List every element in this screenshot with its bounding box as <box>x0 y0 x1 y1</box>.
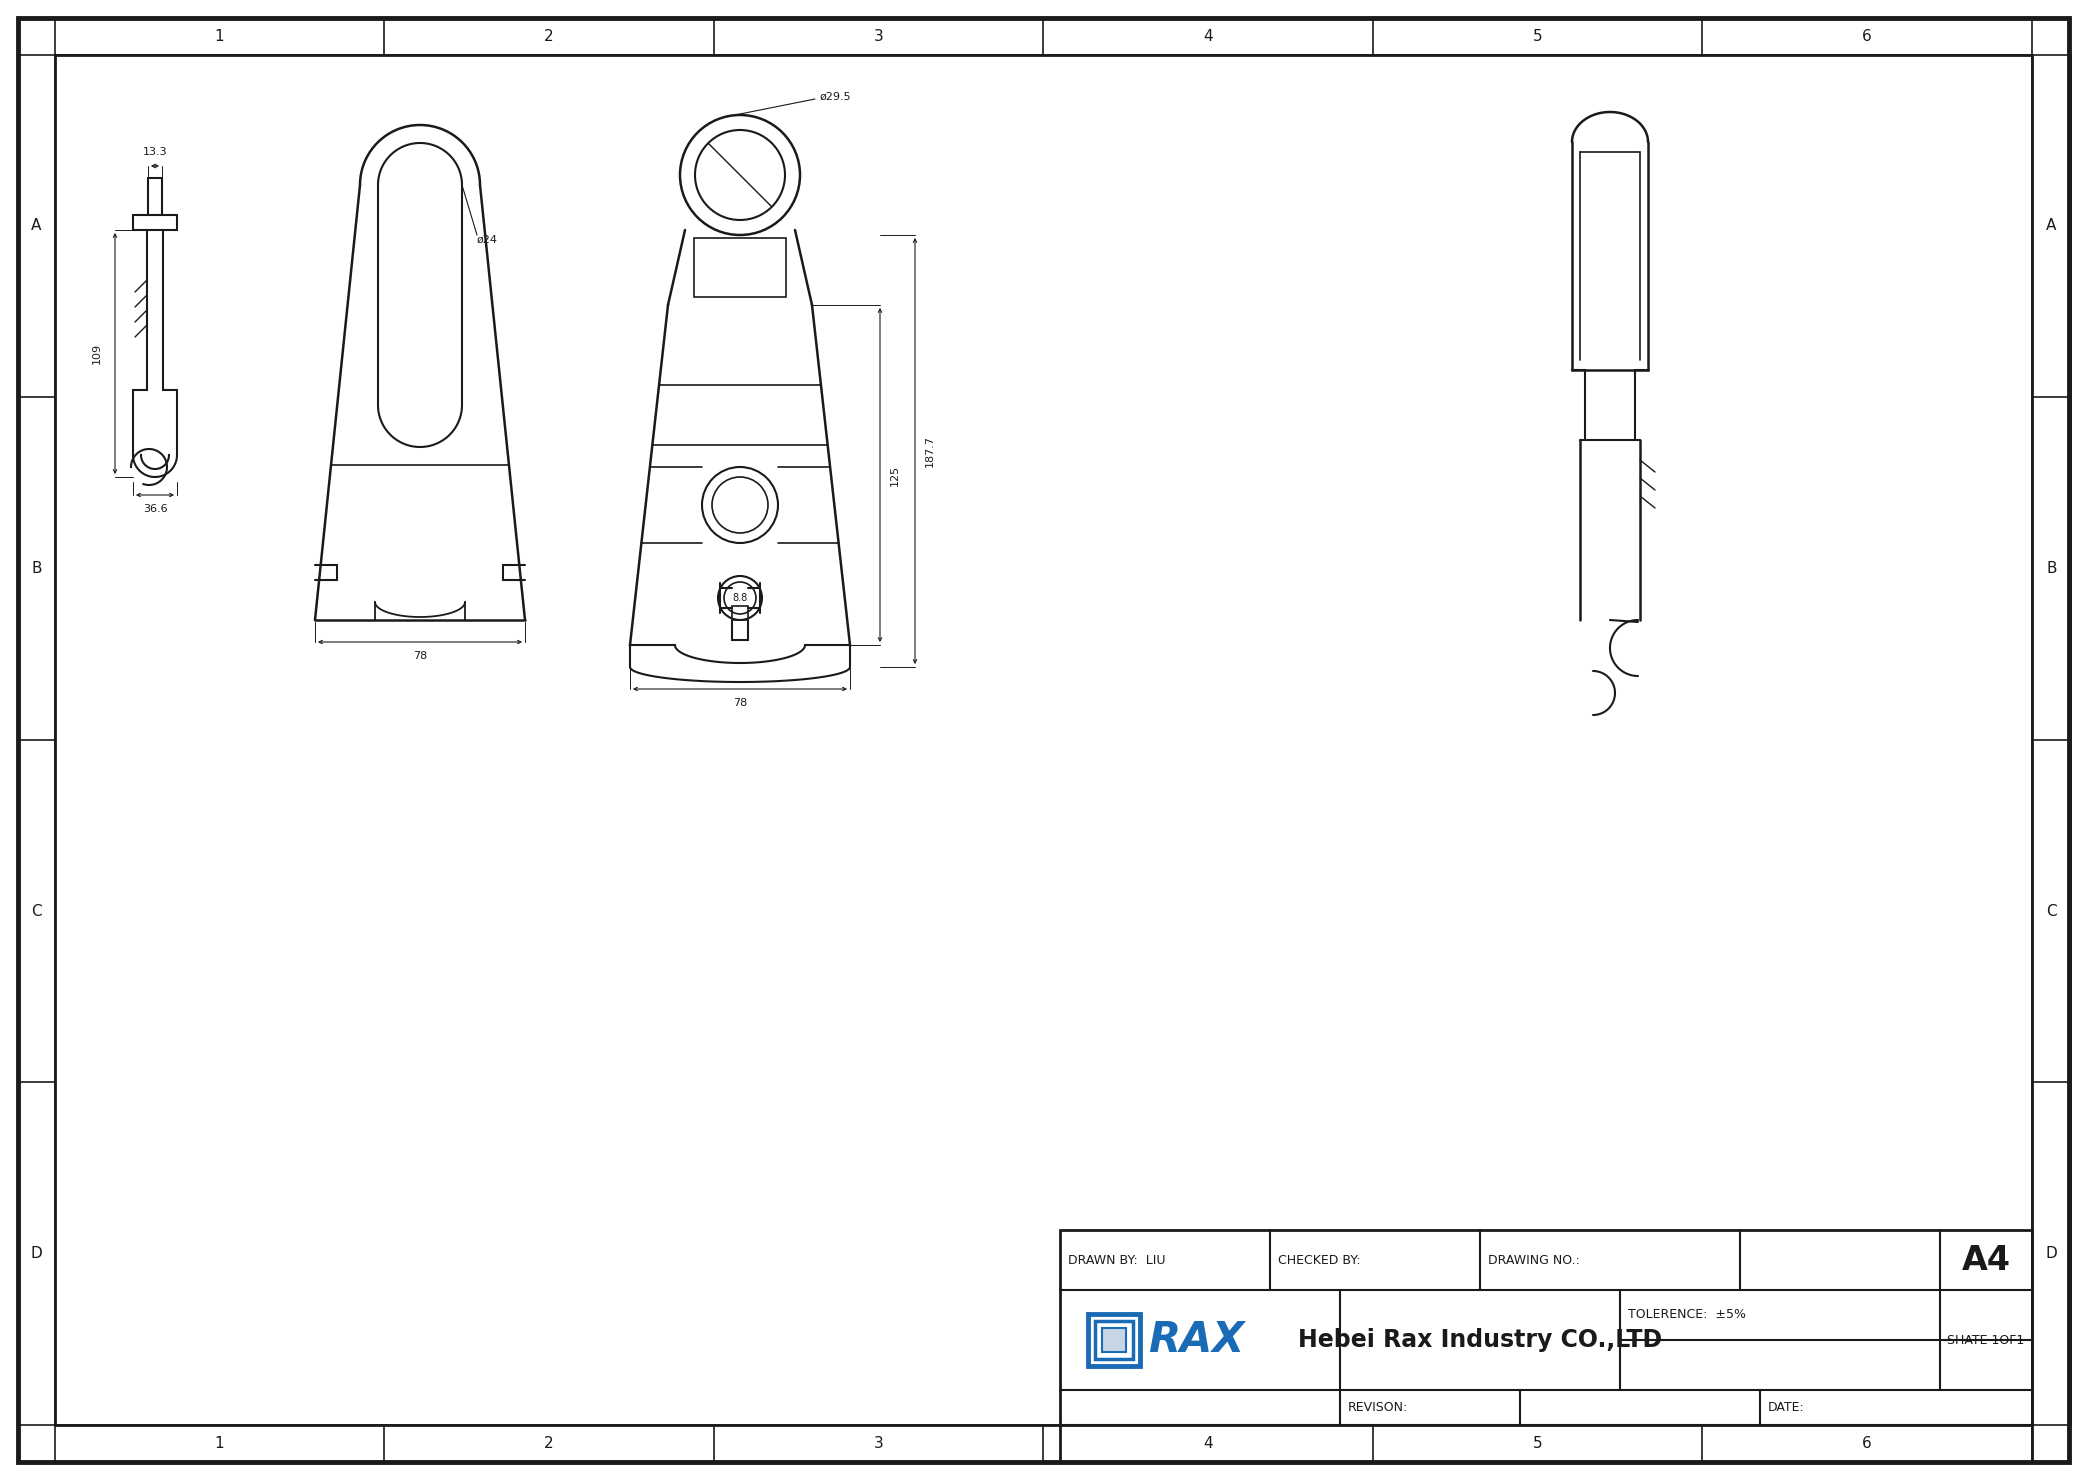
Bar <box>1103 1328 1126 1353</box>
Text: A: A <box>2047 219 2058 234</box>
Text: DRAWN BY:  LIU: DRAWN BY: LIU <box>1067 1254 1166 1267</box>
Text: D: D <box>31 1246 42 1261</box>
Text: 1: 1 <box>215 1436 224 1450</box>
Text: RAX: RAX <box>1149 1319 1245 1362</box>
Bar <box>1088 1314 1141 1366</box>
Bar <box>1059 1230 2033 1462</box>
Text: SHATE 1OF1: SHATE 1OF1 <box>1947 1333 2024 1347</box>
Bar <box>731 605 748 620</box>
Text: DATE:: DATE: <box>1767 1402 1805 1413</box>
Text: B: B <box>31 561 42 576</box>
Text: 78: 78 <box>414 651 426 662</box>
Text: D: D <box>2045 1246 2058 1261</box>
Text: 78: 78 <box>733 699 748 707</box>
Text: 13.3: 13.3 <box>142 147 167 157</box>
Text: 6: 6 <box>1861 1436 1872 1450</box>
Text: TOLERENCE:  ±5%: TOLERENCE: ±5% <box>1627 1308 1746 1322</box>
Text: 5: 5 <box>1533 30 1542 44</box>
Text: REVISON:: REVISON: <box>1347 1402 1408 1413</box>
Text: ø29.5: ø29.5 <box>821 92 852 102</box>
Text: Hebei Rax Industry CO.,LTD: Hebei Rax Industry CO.,LTD <box>1297 1328 1663 1353</box>
Text: 2: 2 <box>545 30 554 44</box>
Text: A4: A4 <box>1962 1243 2010 1276</box>
Text: ø24: ø24 <box>476 235 497 246</box>
Bar <box>1095 1322 1132 1359</box>
Text: 125: 125 <box>890 465 900 485</box>
Text: C: C <box>2047 903 2058 919</box>
Text: 2: 2 <box>545 1436 554 1450</box>
Text: C: C <box>31 903 42 919</box>
Text: CHECKED BY:: CHECKED BY: <box>1278 1254 1360 1267</box>
Text: DRAWING NO.:: DRAWING NO.: <box>1487 1254 1579 1267</box>
Text: 6: 6 <box>1861 30 1872 44</box>
Text: 4: 4 <box>1203 30 1214 44</box>
Text: 3: 3 <box>873 30 884 44</box>
Text: 4: 4 <box>1203 1436 1214 1450</box>
Text: 1: 1 <box>215 30 224 44</box>
Text: 8.8: 8.8 <box>733 593 748 602</box>
Text: 3: 3 <box>873 1436 884 1450</box>
Text: 187.7: 187.7 <box>925 435 936 468</box>
Text: 5: 5 <box>1533 1436 1542 1450</box>
Text: 109: 109 <box>92 343 102 364</box>
Bar <box>694 238 785 297</box>
Text: B: B <box>2047 561 2058 576</box>
Text: 36.6: 36.6 <box>142 505 167 514</box>
Text: A: A <box>31 219 42 234</box>
